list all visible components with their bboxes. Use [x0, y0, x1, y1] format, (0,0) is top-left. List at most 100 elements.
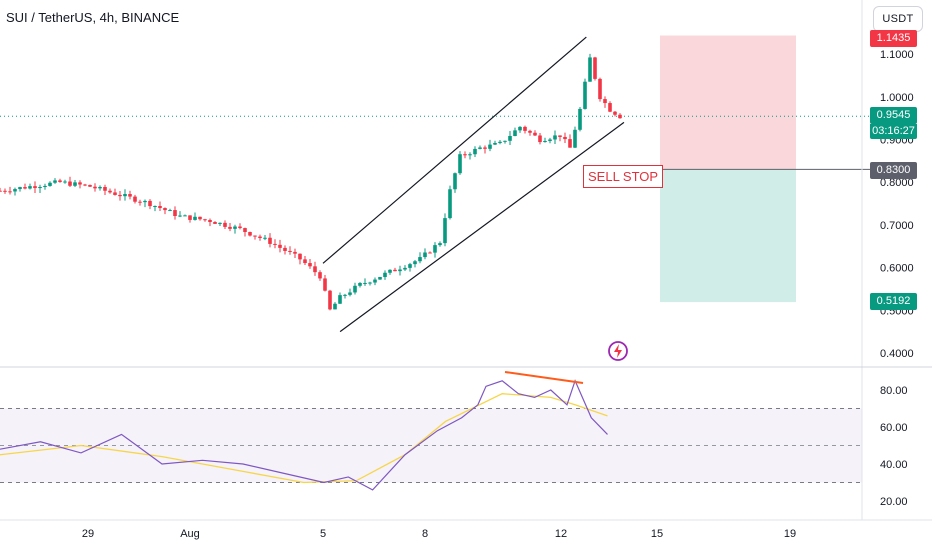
candle-body	[498, 141, 502, 143]
candle-body	[368, 282, 372, 284]
candle-body	[443, 218, 447, 244]
candle-body	[603, 99, 607, 104]
trend-channel[interactable]	[322, 36, 625, 333]
candle-body	[558, 135, 562, 137]
candle-body	[203, 219, 207, 221]
candle-body	[103, 186, 107, 191]
candle-body	[128, 194, 132, 197]
rsi-line	[0, 379, 608, 491]
candle-body	[108, 190, 112, 193]
candle-body	[283, 247, 287, 251]
candle-body	[248, 232, 252, 236]
candle-body	[523, 126, 527, 131]
price-tick-label: 0.8000	[880, 177, 914, 189]
candle-body	[608, 103, 612, 112]
candle-body	[463, 154, 467, 156]
candle-body	[468, 154, 472, 156]
candle-body	[338, 295, 342, 304]
candle-body	[158, 205, 162, 209]
candle-body	[223, 222, 227, 227]
candle-body	[38, 186, 42, 189]
candle-body	[188, 215, 192, 220]
candle-body	[533, 132, 537, 136]
candle-body	[78, 182, 82, 185]
candle-body	[138, 201, 142, 203]
stop-zone	[660, 35, 796, 170]
time-tick-label: 5	[320, 528, 326, 540]
candle-body	[58, 180, 62, 182]
candle-body	[113, 192, 117, 195]
candle-body	[238, 226, 242, 229]
candle-body	[383, 272, 387, 278]
candle-body	[343, 294, 347, 296]
candle-body	[218, 222, 222, 224]
candle-body	[398, 269, 402, 272]
candle-body	[408, 264, 412, 268]
candle-body	[618, 114, 622, 119]
candle-body	[63, 181, 67, 183]
candle-body	[453, 173, 457, 190]
price-tick-label: 0.6000	[880, 263, 914, 275]
candle-body	[543, 140, 547, 143]
candle-body	[168, 210, 172, 212]
symbol-title: SUI / TetherUS, 4h, BINANCE	[6, 10, 180, 25]
channel-upper-line	[322, 36, 587, 264]
candle-body	[98, 186, 102, 189]
candle-body	[148, 200, 152, 207]
time-axis: 29 Aug 5 8 12 15 19	[0, 519, 932, 540]
candle-body	[438, 243, 442, 246]
candle-body	[518, 126, 522, 131]
candle-body	[598, 78, 602, 100]
candle-body	[173, 210, 177, 216]
candle-body	[363, 282, 367, 284]
time-tick-label: Aug	[180, 528, 200, 540]
candle-body	[578, 108, 582, 130]
time-tick-label: 8	[422, 528, 428, 540]
position-zones	[0, 35, 870, 303]
candle-body	[23, 187, 27, 189]
price-tick-label: 0.7000	[880, 220, 914, 232]
candle-body	[448, 189, 452, 219]
entry-price-tag: 0.8300	[870, 162, 917, 179]
candle-body	[208, 219, 212, 223]
candle-body	[583, 81, 587, 109]
candle-body	[333, 303, 337, 310]
candle-body	[528, 130, 532, 133]
candle-body	[538, 135, 542, 143]
candle-body	[53, 180, 57, 183]
candle-body	[488, 144, 492, 149]
candle-body	[323, 278, 327, 291]
candle-body	[433, 245, 437, 253]
candle-body	[588, 57, 592, 82]
candle-body	[233, 226, 237, 229]
candle-body	[93, 186, 97, 189]
candle-body	[258, 236, 262, 239]
candle-body	[483, 147, 487, 149]
candle-body	[388, 269, 392, 273]
currency-button[interactable]: USDT	[873, 6, 923, 32]
candle-body	[418, 257, 422, 262]
candle-body	[88, 184, 92, 187]
candle-body	[503, 140, 507, 142]
rsi-pane: 80.00 60.00 40.00 20.00	[0, 371, 908, 508]
lightning-icon[interactable]	[607, 340, 629, 362]
stop-price-tag: 1.1435	[870, 30, 917, 47]
candle-body	[478, 147, 482, 149]
candle-body	[613, 111, 617, 115]
candle-body	[243, 228, 247, 233]
candle-body	[293, 251, 297, 254]
candle-body	[213, 222, 217, 224]
candle-body	[68, 181, 72, 186]
rsi-tick-label: 20.00	[880, 496, 908, 508]
candle-body	[28, 186, 32, 189]
candle-body	[228, 226, 232, 229]
candle-body	[133, 196, 137, 202]
candle-body	[33, 186, 37, 189]
candle-body	[473, 148, 477, 155]
candle-body	[318, 272, 322, 279]
candle-body	[48, 182, 52, 186]
candle-body	[568, 139, 572, 148]
candle-body	[573, 129, 577, 148]
candle-body	[268, 237, 272, 244]
